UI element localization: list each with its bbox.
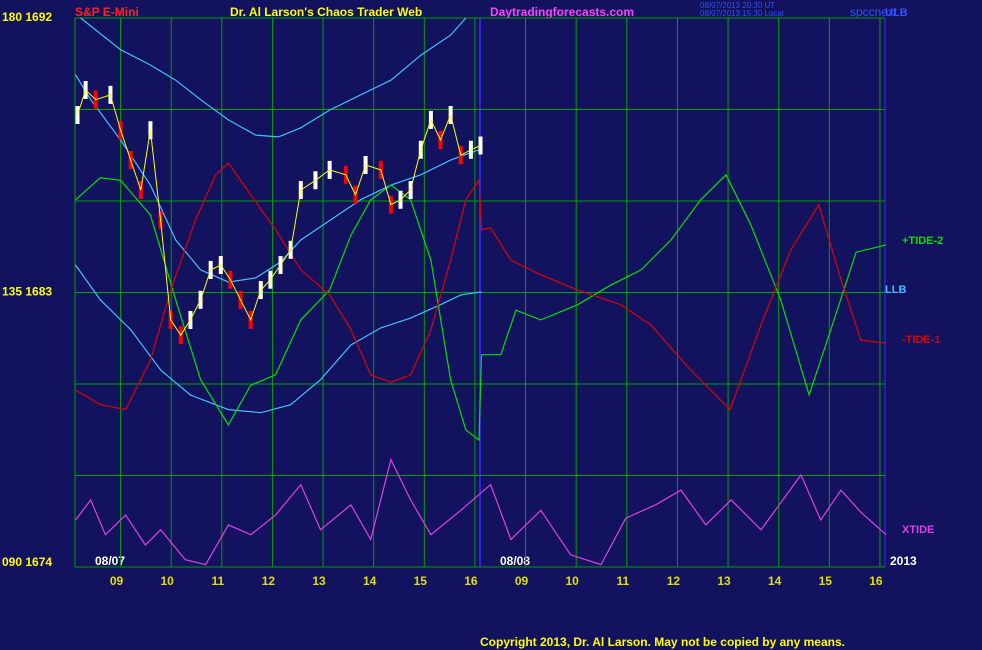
series-line xyxy=(75,457,887,566)
price-line xyxy=(77,89,481,337)
series-line xyxy=(80,17,467,138)
date-label: 2013 xyxy=(890,554,917,568)
x-tick-label: 11 xyxy=(616,574,629,588)
series-line xyxy=(75,173,887,442)
legend-label: LLB xyxy=(885,284,906,296)
copyright: Copyright 2013, Dr. Al Larson. May not b… xyxy=(480,635,845,649)
y-tick-label: 090 1674 xyxy=(2,555,52,569)
date-label: 08/07 xyxy=(95,554,125,568)
legend-label: ULB xyxy=(885,7,908,19)
x-tick-label: 15 xyxy=(414,574,428,588)
x-tick-label: 12 xyxy=(667,574,681,588)
x-tick-label: 16 xyxy=(869,574,883,588)
legend-label: +TIDE-2 xyxy=(902,235,943,247)
series-line xyxy=(74,74,480,283)
legend-label: -TIDE-1 xyxy=(902,334,941,346)
chart-title: Dr. Al Larson's Chaos Trader Web xyxy=(230,5,422,19)
timestamp: 08/07/2013 15:30 Local xyxy=(700,9,784,18)
x-tick-label: 10 xyxy=(566,574,580,588)
instrument: S&P E-Mini xyxy=(75,5,139,19)
x-tick-label: 15 xyxy=(819,574,833,588)
series-line xyxy=(75,264,482,414)
file-label: spccnext xyxy=(850,5,898,19)
series-line xyxy=(75,162,887,411)
x-tick-label: 09 xyxy=(515,574,529,588)
x-tick-label: 14 xyxy=(363,574,377,588)
x-tick-label: 12 xyxy=(262,574,276,588)
date-label: 08/08 xyxy=(500,554,530,568)
y-tick-label: 180 1692 xyxy=(2,10,52,24)
x-tick-label: 13 xyxy=(717,574,731,588)
legend-label: XTIDE xyxy=(902,524,934,536)
x-tick-label: 11 xyxy=(211,574,224,588)
website: Daytradingforecasts.com xyxy=(490,5,634,19)
x-tick-label: 16 xyxy=(464,574,478,588)
timestamp: 08/07/2013 20:30 UT xyxy=(700,1,775,10)
x-tick-label: 14 xyxy=(768,574,782,588)
x-tick-label: 10 xyxy=(161,574,175,588)
x-tick-label: 13 xyxy=(312,574,326,588)
x-tick-label: 09 xyxy=(110,574,124,588)
y-tick-label: 135 1683 xyxy=(2,285,52,299)
